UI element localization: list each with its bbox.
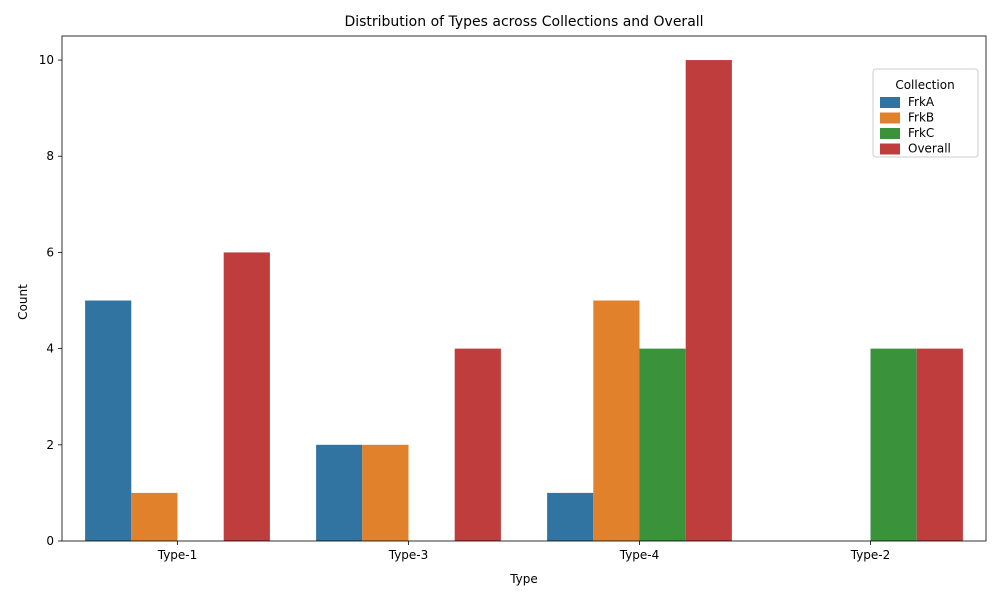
y-tick-label: 10 [39,53,54,67]
x-tick-label: Type-3 [388,548,429,562]
legend-label-overall: Overall [908,142,951,156]
bar-frkb-type-3 [362,444,409,541]
y-tick-label: 8 [46,149,54,163]
y-axis-label: Count [16,284,30,320]
y-tick-label: 0 [46,534,54,548]
x-tick-label: Type-1 [157,548,198,562]
x-tick-label: Type-4 [619,548,660,562]
legend-title: Collection [895,78,954,92]
y-tick-label: 6 [46,245,54,259]
x-axis-ticks: Type-1 Type-3 Type-4 Type-2 [157,541,891,562]
bars-group [85,60,963,542]
legend-swatch-frka [880,97,900,108]
plot-frame [61,35,987,542]
bar-overall-type-3 [454,348,501,541]
x-axis-label: Type [509,572,538,586]
bar-frkc-type-4 [639,348,686,541]
legend-swatch-overall [880,143,900,155]
bar-frkb-type-1 [131,492,178,541]
legend-label-frka: FrkA [908,95,935,109]
legend-label-frkb: FrkB [908,111,934,125]
legend-swatch-frkc [880,128,900,139]
bar-overall-type-4 [685,60,732,542]
legend-swatch-frkb [880,112,900,124]
bar-frka-type-1 [85,300,132,541]
bar-overall-type-2 [916,348,963,541]
y-tick-label: 2 [46,438,54,452]
legend-label-frkc: FrkC [908,126,934,140]
y-tick-label: 4 [46,342,54,356]
bar-frka-type-4 [547,492,594,541]
bar-frkb-type-4 [593,300,640,541]
bar-frkc-type-2 [870,348,917,541]
chart-title: Distribution of Types across Collections… [344,14,703,30]
bar-overall-type-1 [223,252,270,541]
y-axis-ticks: 0 2 4 6 8 10 [39,53,62,548]
x-tick-label: Type-2 [850,548,891,562]
bar-frka-type-3 [316,444,363,541]
